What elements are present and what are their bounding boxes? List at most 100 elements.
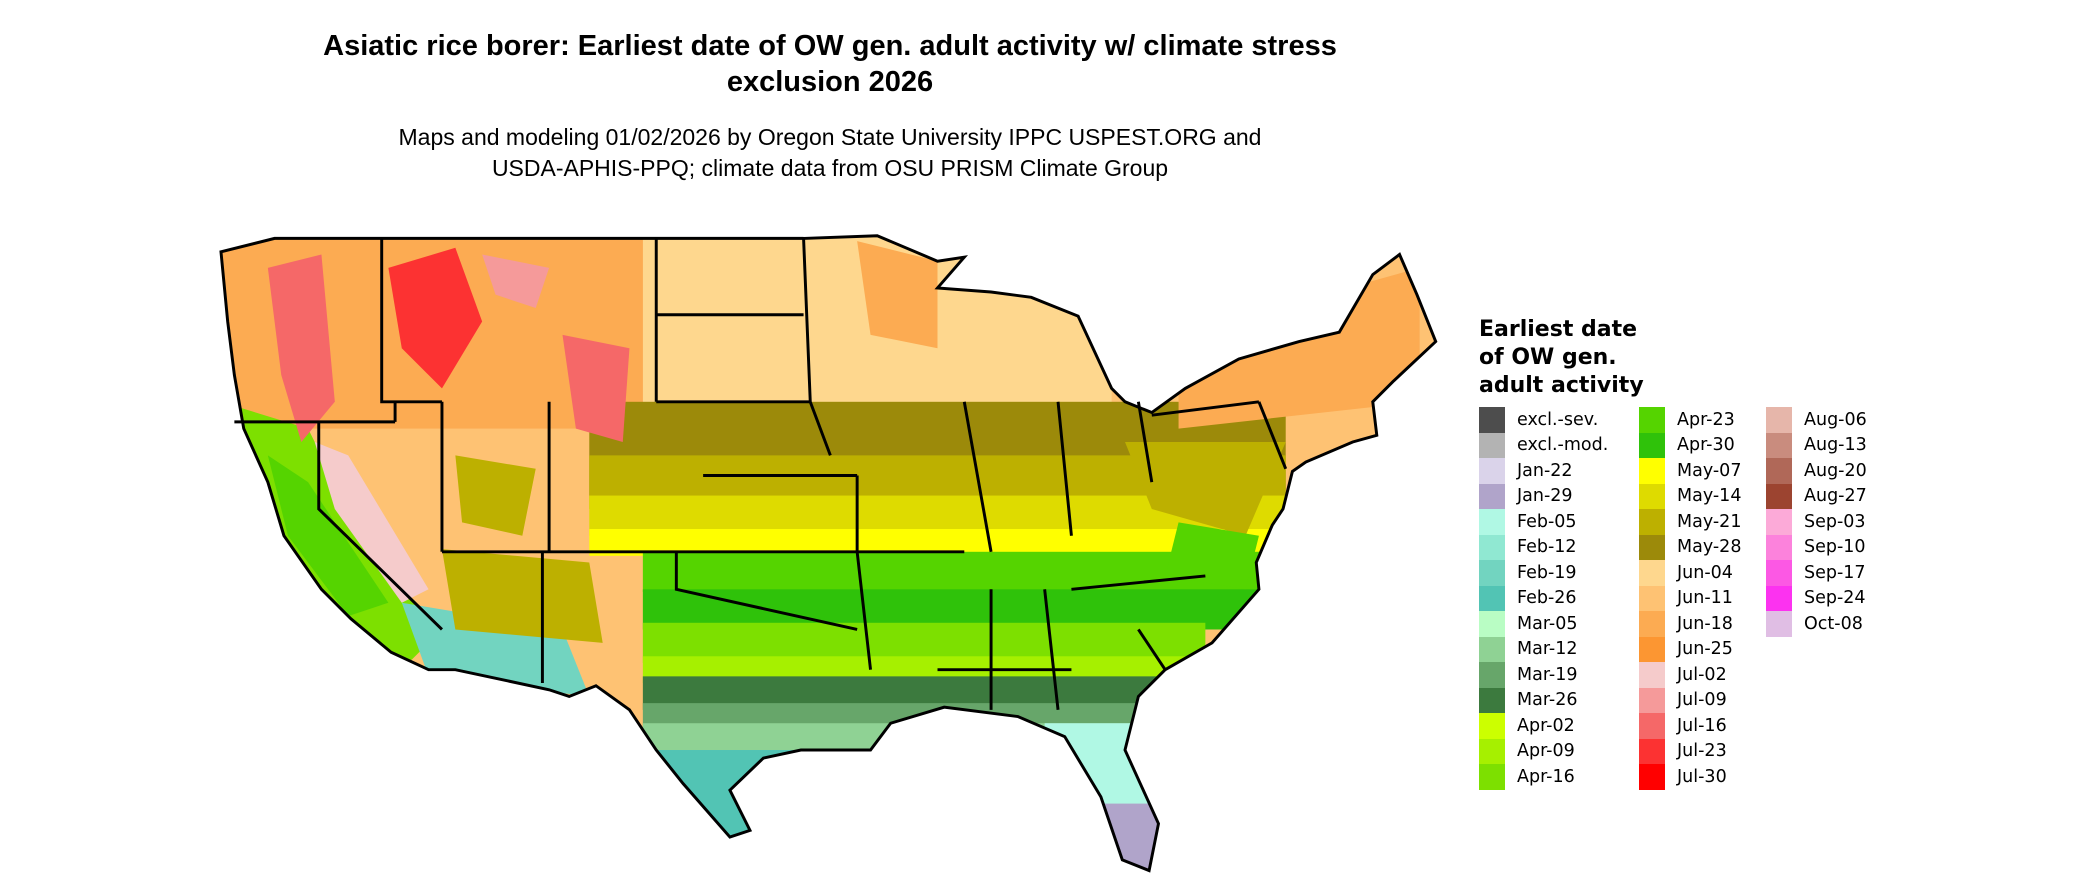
legend-label: Jul-02 — [1677, 664, 1727, 685]
legend-swatch — [1639, 585, 1665, 611]
legend-label: Sep-03 — [1804, 511, 1866, 532]
legend-item: Jan-22 — [1479, 458, 1639, 484]
legend-swatch — [1639, 687, 1665, 713]
legend-label: May-07 — [1677, 460, 1742, 481]
legend-title-line: of OW gen. — [1479, 345, 1617, 370]
legend-swatch — [1639, 611, 1665, 637]
legend-label: Apr-16 — [1517, 766, 1575, 787]
legend-swatch — [1479, 509, 1505, 535]
legend-swatch — [1639, 713, 1665, 739]
legend-label: Sep-10 — [1804, 537, 1866, 558]
legend-label: Mar-19 — [1517, 664, 1578, 685]
legend-label: Sep-17 — [1804, 562, 1866, 583]
legend-label: Feb-19 — [1517, 562, 1577, 583]
legend-swatch — [1479, 764, 1505, 790]
legend-swatch — [1479, 585, 1505, 611]
legend-swatch — [1479, 483, 1505, 509]
legend-column: Apr-23 Apr-30 May-07 May-14 May-21 May-28 Jun-… — [1639, 407, 1766, 790]
legend-item: Mar-12 — [1479, 636, 1639, 662]
legend-label: Aug-27 — [1804, 486, 1867, 507]
legend-label: Jun-18 — [1677, 613, 1733, 634]
legend-item: Aug-06 — [1766, 407, 1926, 433]
legend-swatch — [1479, 560, 1505, 586]
legend-item: Oct-08 — [1766, 611, 1926, 637]
legend-label: Jun-04 — [1677, 562, 1733, 583]
map-raster — [220, 235, 1436, 871]
legend-label: May-28 — [1677, 537, 1742, 558]
legend-item: May-28 — [1639, 534, 1766, 560]
legend-item: Feb-26 — [1479, 585, 1639, 611]
map-subtitle: Maps and modeling 01/02/2026 by Oregon S… — [260, 122, 1400, 184]
legend-item: Apr-09 — [1479, 738, 1639, 764]
legend-swatch — [1639, 560, 1665, 586]
legend-item: Feb-19 — [1479, 560, 1639, 586]
legend-swatch — [1639, 483, 1665, 509]
legend-label: Jan-29 — [1517, 486, 1573, 507]
legend-item: Aug-27 — [1766, 483, 1926, 509]
legend-item: Sep-10 — [1766, 534, 1926, 560]
legend-label: Apr-02 — [1517, 715, 1575, 736]
legend-label: Feb-26 — [1517, 588, 1577, 609]
legend-label: Jun-11 — [1677, 588, 1733, 609]
legend-label: Mar-12 — [1517, 639, 1578, 660]
legend-swatch — [1479, 713, 1505, 739]
legend-label: Apr-30 — [1677, 435, 1735, 456]
legend-item: Sep-17 — [1766, 560, 1926, 586]
legend-swatch — [1639, 764, 1665, 790]
legend-label: Aug-20 — [1804, 460, 1867, 481]
legend-item: Jul-30 — [1639, 764, 1766, 790]
legend-label: excl.-mod. — [1517, 435, 1609, 456]
legend-title-line: Earliest date — [1479, 317, 1638, 342]
legend-item: Jul-23 — [1639, 738, 1766, 764]
legend-swatch — [1639, 432, 1665, 458]
legend-swatch — [1639, 738, 1665, 764]
legend-item: Jun-18 — [1639, 611, 1766, 637]
legend-item: Feb-05 — [1479, 509, 1639, 535]
legend-swatch — [1479, 636, 1505, 662]
legend-label: Jul-16 — [1677, 715, 1727, 736]
legend-item: Jul-16 — [1639, 713, 1766, 739]
legend-swatch — [1766, 483, 1792, 509]
legend-item: Apr-16 — [1479, 764, 1639, 790]
legend-label: Apr-09 — [1517, 741, 1575, 762]
legend-item: May-07 — [1639, 458, 1766, 484]
legend-item: May-21 — [1639, 509, 1766, 535]
legend-swatch — [1766, 407, 1792, 433]
legend-swatch — [1766, 534, 1792, 560]
legend-item: Feb-12 — [1479, 534, 1639, 560]
legend-label: Mar-05 — [1517, 613, 1578, 634]
legend-label: Mar-26 — [1517, 690, 1578, 711]
legend-swatch — [1766, 560, 1792, 586]
legend-item: Aug-13 — [1766, 432, 1926, 458]
subtitle-line-2: USDA-APHIS-PPQ; climate data from OSU PR… — [491, 155, 1169, 181]
legend-label: Jul-09 — [1677, 690, 1727, 711]
legend-swatch — [1766, 509, 1792, 535]
legend-columns: excl.-sev. excl.-mod. Jan-22 Jan-29 Feb-05 Fe… — [1479, 407, 1926, 790]
legend-item: Mar-26 — [1479, 687, 1639, 713]
legend-label: Aug-06 — [1804, 409, 1867, 430]
legend-label: Feb-12 — [1517, 537, 1577, 558]
legend-swatch — [1639, 636, 1665, 662]
legend-swatch — [1766, 458, 1792, 484]
legend-item: Mar-19 — [1479, 662, 1639, 688]
legend-swatch — [1479, 611, 1505, 637]
legend-label: Feb-05 — [1517, 511, 1577, 532]
legend-item: excl.-sev. — [1479, 407, 1639, 433]
legend-item: Sep-03 — [1766, 509, 1926, 535]
legend-swatch — [1479, 432, 1505, 458]
legend-swatch — [1479, 738, 1505, 764]
legend-item: Jun-04 — [1639, 560, 1766, 586]
legend-item: Apr-23 — [1639, 407, 1766, 433]
legend-item: Mar-05 — [1479, 611, 1639, 637]
legend-swatch — [1639, 407, 1665, 433]
legend-label: May-21 — [1677, 511, 1742, 532]
legend-label: May-14 — [1677, 486, 1742, 507]
legend-column: Aug-06 Aug-13 Aug-20 Aug-27 Sep-03 Sep-10 Sep-… — [1766, 407, 1926, 790]
legend-label: Apr-23 — [1677, 409, 1735, 430]
legend-item: Jan-29 — [1479, 483, 1639, 509]
legend-item: Jul-02 — [1639, 662, 1766, 688]
legend-label: excl.-sev. — [1517, 409, 1599, 430]
legend-label: Jul-23 — [1677, 741, 1727, 762]
legend-item: Apr-02 — [1479, 713, 1639, 739]
